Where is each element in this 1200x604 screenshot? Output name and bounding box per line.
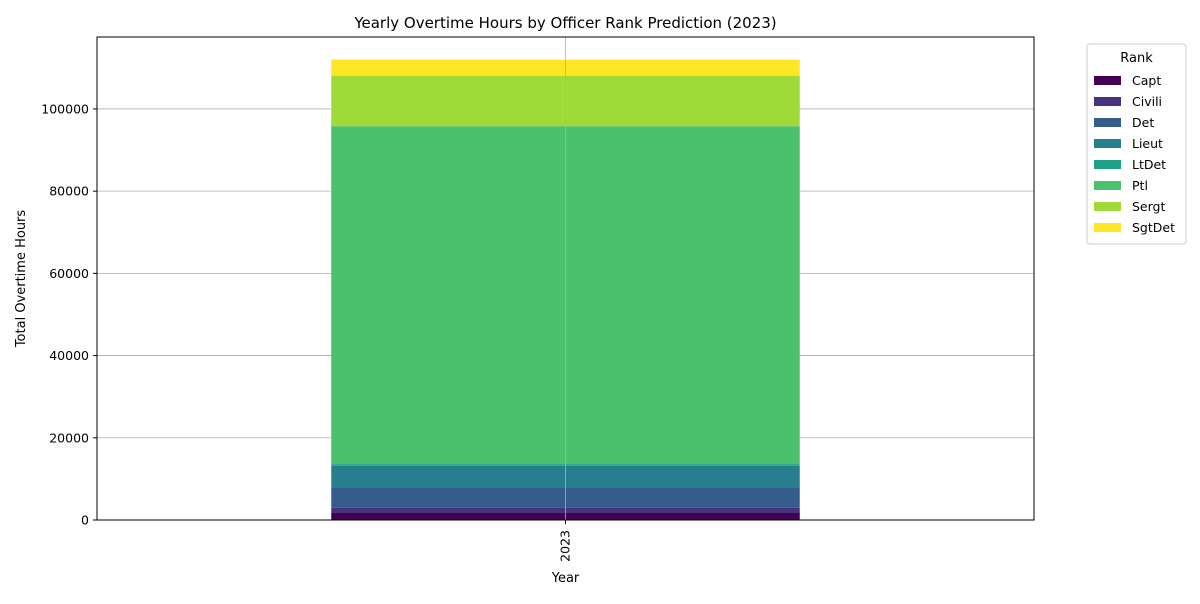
legend-swatch-capt bbox=[1094, 76, 1121, 85]
legend-label-lieut: Lieut bbox=[1132, 136, 1163, 151]
legend-swatch-ptl bbox=[1094, 181, 1121, 190]
legend-swatch-sgtdet bbox=[1094, 223, 1121, 232]
legend-swatch-ltdet bbox=[1094, 160, 1121, 169]
legend-label-det: Det bbox=[1132, 115, 1154, 130]
legend-title: Rank bbox=[1120, 51, 1153, 66]
x-axis: 2023 bbox=[558, 520, 573, 562]
y-axis-label: Total Overtime Hours bbox=[14, 210, 29, 349]
legend-label-civili: Civili bbox=[1132, 94, 1162, 109]
legend-box bbox=[1086, 43, 1187, 245]
legend-label-capt: Capt bbox=[1132, 73, 1161, 88]
legend-swatch-det bbox=[1094, 118, 1121, 127]
legend-label-sgtdet: SgtDet bbox=[1132, 220, 1175, 235]
y-tick-label: 80000 bbox=[49, 184, 89, 199]
chart-title: Yearly Overtime Hours by Officer Rank Pr… bbox=[353, 14, 776, 32]
y-tick-label: 100000 bbox=[41, 101, 89, 116]
legend-label-ltdet: LtDet bbox=[1132, 157, 1166, 172]
y-tick-label: 20000 bbox=[49, 430, 89, 445]
legend-swatch-sergt bbox=[1094, 202, 1121, 211]
legend-swatch-lieut bbox=[1094, 139, 1121, 148]
x-tick-label: 2023 bbox=[558, 530, 573, 562]
y-tick-label: 40000 bbox=[49, 348, 89, 363]
legend-label-ptl: Ptl bbox=[1132, 178, 1148, 193]
legend: Rank Capt Civili Det Lieut LtDet Ptl Sergt SgtD… bbox=[1086, 43, 1187, 245]
y-axis: 0 20000 40000 60000 80000 100000 bbox=[41, 101, 97, 528]
legend-swatch-civili bbox=[1094, 97, 1121, 106]
legend-label-sergt: Sergt bbox=[1132, 199, 1165, 214]
y-tick-label: 0 bbox=[81, 513, 89, 528]
y-tick-label: 60000 bbox=[49, 266, 89, 281]
x-axis-label: Year bbox=[551, 571, 580, 586]
